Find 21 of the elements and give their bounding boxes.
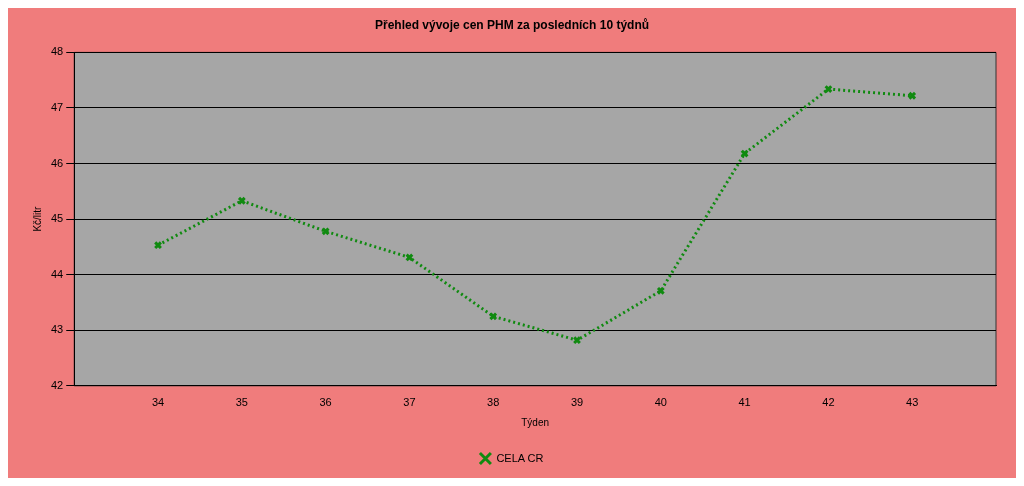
- x-tick-label: 35: [235, 396, 248, 409]
- x-tick-label: 41: [738, 396, 751, 409]
- y-tick-label: 45: [50, 212, 64, 225]
- y-axis-title: Kč/litr: [31, 205, 43, 232]
- y-tick-label: 46: [50, 156, 64, 169]
- x-tick-label: 38: [487, 396, 500, 409]
- x-tick-label: 42: [822, 396, 835, 409]
- x-axis-title: Týden: [521, 416, 550, 428]
- y-tick-label: 43: [50, 323, 64, 336]
- x-tick-label: 39: [570, 396, 584, 409]
- y-tick-label: 48: [50, 45, 64, 58]
- y-tick-label: 44: [50, 267, 64, 280]
- x-tick-label: 36: [319, 396, 332, 409]
- y-tick-label: 42: [50, 378, 64, 391]
- x-tick-label: 43: [906, 396, 919, 409]
- x-tick-label: 37: [403, 396, 416, 409]
- legend-label: CELA CR: [496, 451, 544, 464]
- x-tick-label: 40: [654, 396, 667, 409]
- y-tick-label: 47: [50, 101, 64, 113]
- chart-title: Přehled vývoje cen PHM za posledních 10 týdnů: [374, 17, 650, 32]
- x-tick-label: 34: [151, 396, 165, 409]
